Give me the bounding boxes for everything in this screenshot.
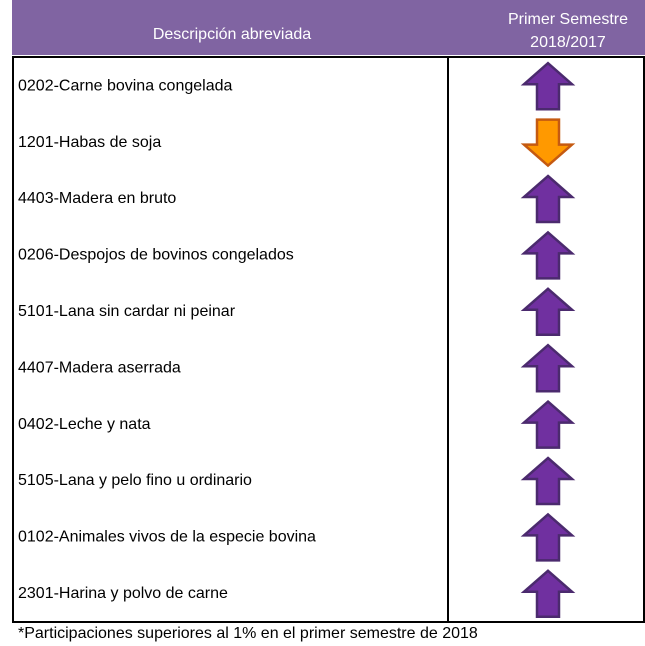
row-description: 0206-Despojos de bovinos congelados [18, 247, 294, 264]
arrow-up [520, 343, 576, 393]
row-description: 5101-Lana sin cardar ni peinar [18, 303, 236, 320]
header-description: Descripción abreviada [153, 26, 311, 43]
footnote: *Participaciones superiores al 1% en el … [18, 625, 478, 642]
arrow-down [520, 118, 576, 168]
arrow-up [520, 287, 576, 337]
header-background [12, 0, 645, 55]
arrow-up [520, 61, 576, 111]
row-description: 1201-Habas de soja [18, 134, 161, 151]
header-period: Primer Semestre [508, 11, 628, 28]
row-description: 0202-Carne bovina congelada [18, 77, 232, 94]
table-border [12, 56, 645, 623]
arrow-up [520, 456, 576, 506]
header-period: 2018/2017 [530, 34, 606, 51]
row-description: 0402-Leche y nata [18, 416, 151, 433]
arrow-up [520, 174, 576, 224]
arrow-up [520, 512, 576, 562]
row-description: 0102-Animales vivos de la especie bovina [18, 529, 316, 546]
arrow-up [520, 569, 576, 619]
arrow-up [520, 230, 576, 280]
row-description: 4403-Madera en bruto [18, 190, 176, 207]
row-description: 5105-Lana y pelo fino u ordinario [18, 472, 252, 489]
row-description: 4407-Madera aserrada [18, 359, 181, 376]
arrow-up [520, 399, 576, 449]
row-description: 2301-Harina y polvo de carne [18, 585, 228, 602]
